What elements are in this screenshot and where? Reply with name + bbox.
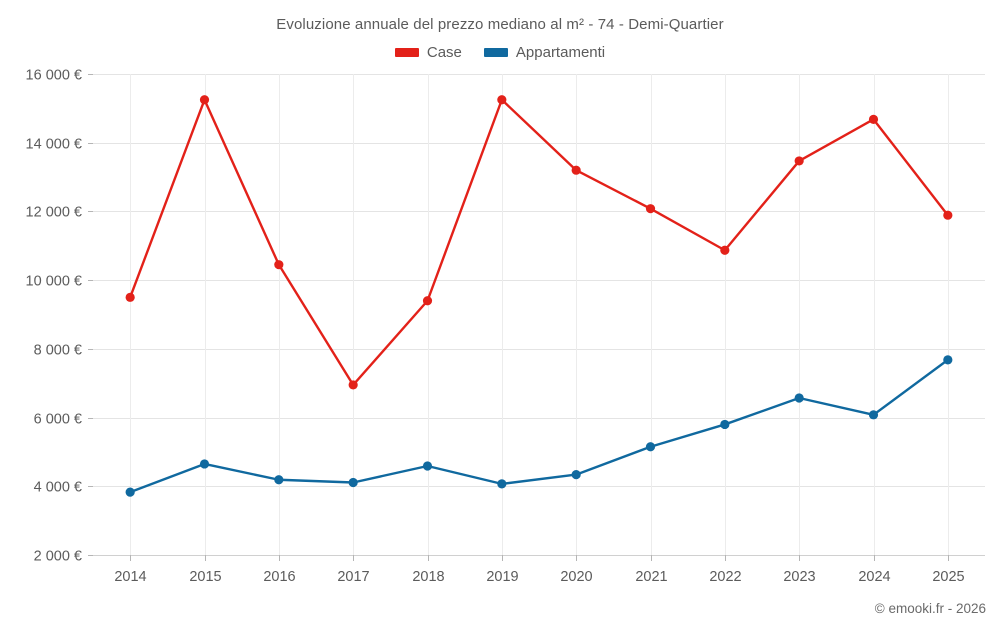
data-point[interactable]: [422, 296, 433, 306]
data-point[interactable]: [943, 355, 953, 365]
x-axis-tick-label: 2015: [189, 569, 221, 585]
data-point[interactable]: [571, 470, 581, 480]
data-point[interactable]: [274, 260, 284, 270]
data-point[interactable]: [868, 410, 879, 420]
copyright-credit: © emooki.fr - 2026: [874, 601, 986, 616]
data-point[interactable]: [943, 210, 953, 220]
x-axis-tick-label: 2014: [114, 569, 146, 585]
y-axis-tick-label: 6 000 €: [34, 412, 82, 428]
chart-title: Evoluzione annuale del prezzo mediano al…: [276, 16, 724, 33]
x-axis-tick-label: 2016: [263, 569, 295, 585]
data-point[interactable]: [125, 292, 135, 302]
data-point[interactable]: [348, 477, 358, 488]
series-line-appartamenti: [128, 358, 950, 494]
data-point[interactable]: [274, 475, 284, 485]
y-axis-ticks: 2 000 € 4 000 € 6 000 € 8 000 € 10 000 € 12 0…: [26, 68, 93, 565]
legend-item-case[interactable]: Case: [394, 44, 462, 61]
data-point[interactable]: [794, 393, 804, 403]
y-axis-tick-label: 16 000 €: [26, 68, 82, 84]
data-point[interactable]: [497, 95, 507, 105]
data-point[interactable]: [868, 114, 879, 124]
x-axis-tick-label: 2017: [337, 569, 369, 585]
x-axis-tick-label: 2022: [709, 569, 741, 585]
chart-legend: Case Appartamenti: [0, 44, 1000, 61]
legend-label-case: Case: [426, 44, 462, 61]
y-axis-tick-label: 10 000 €: [26, 274, 82, 290]
data-point[interactable]: [571, 165, 581, 175]
x-axis-tick-label: 2018: [412, 569, 444, 585]
y-axis-tick-label: 8 000 €: [34, 343, 82, 359]
series-line-case: [128, 98, 950, 387]
legend-label-appartamenti: Appartamenti: [515, 44, 606, 61]
data-point[interactable]: [794, 156, 804, 166]
x-axis-tick-label: 2020: [560, 569, 592, 585]
legend-swatch-appartamenti: [483, 48, 508, 57]
data-point[interactable]: [348, 380, 358, 390]
y-axis-tick-label: 12 000 €: [26, 205, 82, 221]
data-point[interactable]: [720, 419, 730, 430]
legend-item-appartamenti[interactable]: Appartamenti: [483, 44, 606, 61]
y-axis-tick-label: 4 000 €: [34, 480, 82, 496]
data-point[interactable]: [645, 442, 656, 452]
legend-swatch-case: [394, 48, 419, 57]
x-axis-tick-label: 2021: [635, 569, 667, 585]
y-axis-tick-label: 14 000 €: [26, 137, 82, 153]
data-point[interactable]: [720, 245, 730, 255]
x-axis-tick-label: 2019: [486, 569, 518, 585]
data-point[interactable]: [422, 461, 433, 471]
data-series-layer: [125, 95, 953, 497]
data-point[interactable]: [125, 487, 135, 497]
y-axis-tick-label: 2 000 €: [34, 549, 82, 565]
grid-layer: [93, 74, 985, 556]
data-point[interactable]: [199, 459, 210, 469]
x-axis-tick-label: 2025: [932, 569, 964, 585]
x-axis-tick-label: 2024: [858, 569, 890, 585]
data-point[interactable]: [645, 204, 656, 214]
data-point[interactable]: [497, 479, 507, 489]
x-axis-ticks: 2014 2015 2016 2017 2018 2019 2020 2021 2022 2023…: [114, 555, 965, 585]
data-point[interactable]: [199, 95, 210, 105]
x-axis-tick-label: 2023: [783, 569, 815, 585]
